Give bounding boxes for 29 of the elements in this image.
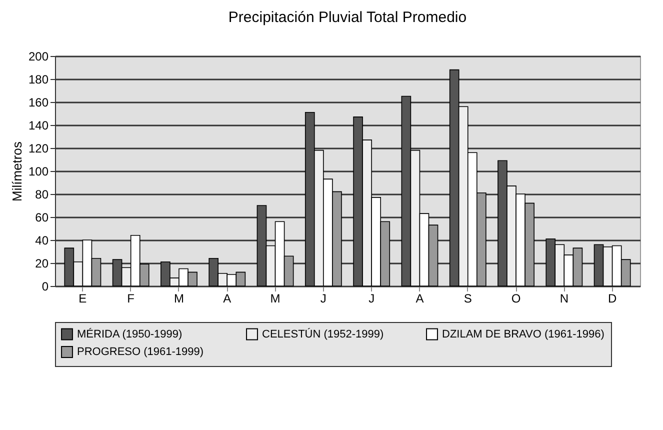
x-tick-label: E	[78, 292, 87, 306]
y-tick-label: 160	[28, 96, 49, 110]
y-tick-label: 120	[28, 142, 49, 156]
x-tick-label: D	[608, 292, 617, 306]
x-tick-label: F	[127, 292, 135, 306]
y-tick-label: 180	[28, 72, 49, 86]
y-tick-label: 20	[35, 256, 49, 270]
y-tick-label: 40	[35, 234, 49, 248]
legend-label: CELESTÚN (1952-1999)	[262, 327, 384, 340]
legend-label: PROGRESO (1961-1999)	[77, 346, 204, 358]
x-tick-label: M	[270, 292, 280, 306]
legend-label: DZILAM DE BRAVO (1961-1996)	[442, 328, 604, 340]
y-tick-label: 0	[42, 280, 49, 294]
x-tick-label: O	[511, 292, 521, 306]
x-tick-label: A	[416, 292, 424, 306]
y-tick-label: 140	[28, 118, 49, 132]
x-tick-label: J	[320, 292, 326, 306]
x-tick-label: N	[560, 292, 569, 306]
legend-label: MÉRIDA (1950-1999)	[77, 327, 182, 340]
y-tick-label: 100	[28, 164, 49, 178]
x-tick-label: S	[464, 292, 472, 306]
y-tick-label: 80	[35, 188, 49, 202]
x-tick-label: J	[368, 292, 375, 306]
x-tick-label: A	[223, 292, 232, 306]
chart-title: Precipitación Pluvial Total Promedio	[228, 9, 467, 26]
x-tick-label: M	[174, 292, 184, 306]
y-axis-title: Milímetros	[9, 141, 24, 202]
y-tick-label: 60	[35, 210, 49, 224]
y-tick-label: 200	[28, 50, 49, 64]
